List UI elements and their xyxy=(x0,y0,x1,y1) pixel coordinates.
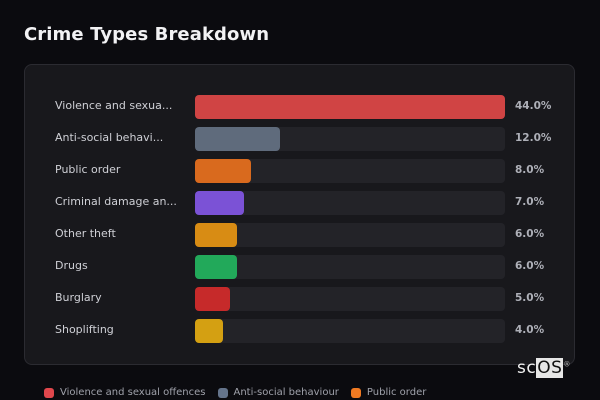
bar[interactable] xyxy=(195,95,505,119)
bar-row: Anti-social behavi... 12.0% xyxy=(25,127,574,151)
watermark-logo: scOS® xyxy=(517,358,571,378)
bar-track xyxy=(195,95,505,119)
bar-value: 6.0% xyxy=(515,228,545,240)
bar[interactable] xyxy=(195,319,224,343)
bar-label: Shoplifting xyxy=(55,323,114,336)
bar-value: 4.0% xyxy=(515,324,545,336)
bar-label: Criminal damage an... xyxy=(55,195,177,208)
legend-item[interactable]: Violence and sexual offences xyxy=(44,387,206,398)
bar-label: Other theft xyxy=(55,227,116,240)
bar-value: 6.0% xyxy=(515,260,545,272)
bar[interactable] xyxy=(195,159,252,183)
bar-label: Public order xyxy=(55,163,121,176)
legend-label: Violence and sexual offences xyxy=(60,387,206,398)
bar-label: Anti-social behavi... xyxy=(55,131,164,144)
bar-label: Violence and sexua... xyxy=(55,99,173,112)
logo-prefix: sc xyxy=(517,358,537,378)
bar-row: Other theft 6.0% xyxy=(25,223,574,247)
bar[interactable] xyxy=(195,127,280,151)
bar-value: 12.0% xyxy=(515,132,552,144)
bar-row: Shoplifting 4.0% xyxy=(25,319,574,343)
bar[interactable] xyxy=(195,223,238,247)
bar-value: 8.0% xyxy=(515,164,545,176)
logo-highlight: OS xyxy=(536,358,564,378)
legend-label: Anti-social behaviour xyxy=(233,387,339,398)
bar[interactable] xyxy=(195,255,238,279)
bar[interactable] xyxy=(195,191,245,215)
chart-panel: Violence and sexua... 44.0% Anti-social b… xyxy=(24,64,575,365)
bar-row: Public order 8.0% xyxy=(25,159,574,183)
legend-item[interactable]: Anti-social behaviour xyxy=(217,387,339,398)
bar-track xyxy=(195,223,505,247)
bar-row: Drugs 6.0% xyxy=(25,255,574,279)
bar-value: 44.0% xyxy=(515,100,552,112)
bar-value: 7.0% xyxy=(515,196,545,208)
bar-track xyxy=(195,255,505,279)
bar-label: Burglary xyxy=(55,291,102,304)
bar[interactable] xyxy=(195,287,231,311)
bar-track xyxy=(195,287,505,311)
legend-label: Public order xyxy=(366,387,427,398)
bar-label: Drugs xyxy=(55,259,88,272)
legend: Violence and sexual offences Anti-social … xyxy=(44,387,426,398)
legend-swatch xyxy=(217,387,228,398)
bar-track xyxy=(195,127,505,151)
bar-value: 5.0% xyxy=(515,292,545,304)
bar-row: Criminal damage an... 7.0% xyxy=(25,191,574,215)
registered-mark: ® xyxy=(563,360,571,369)
bar-track xyxy=(195,191,505,215)
legend-swatch xyxy=(350,387,361,398)
bar-row: Violence and sexua... 44.0% xyxy=(25,95,574,119)
chart-title: Crime Types Breakdown xyxy=(24,24,270,45)
bar-track xyxy=(195,319,505,343)
legend-item[interactable]: Public order xyxy=(350,387,427,398)
bar-row: Burglary 5.0% xyxy=(25,287,574,311)
bar-track xyxy=(195,159,505,183)
legend-swatch xyxy=(44,387,54,398)
